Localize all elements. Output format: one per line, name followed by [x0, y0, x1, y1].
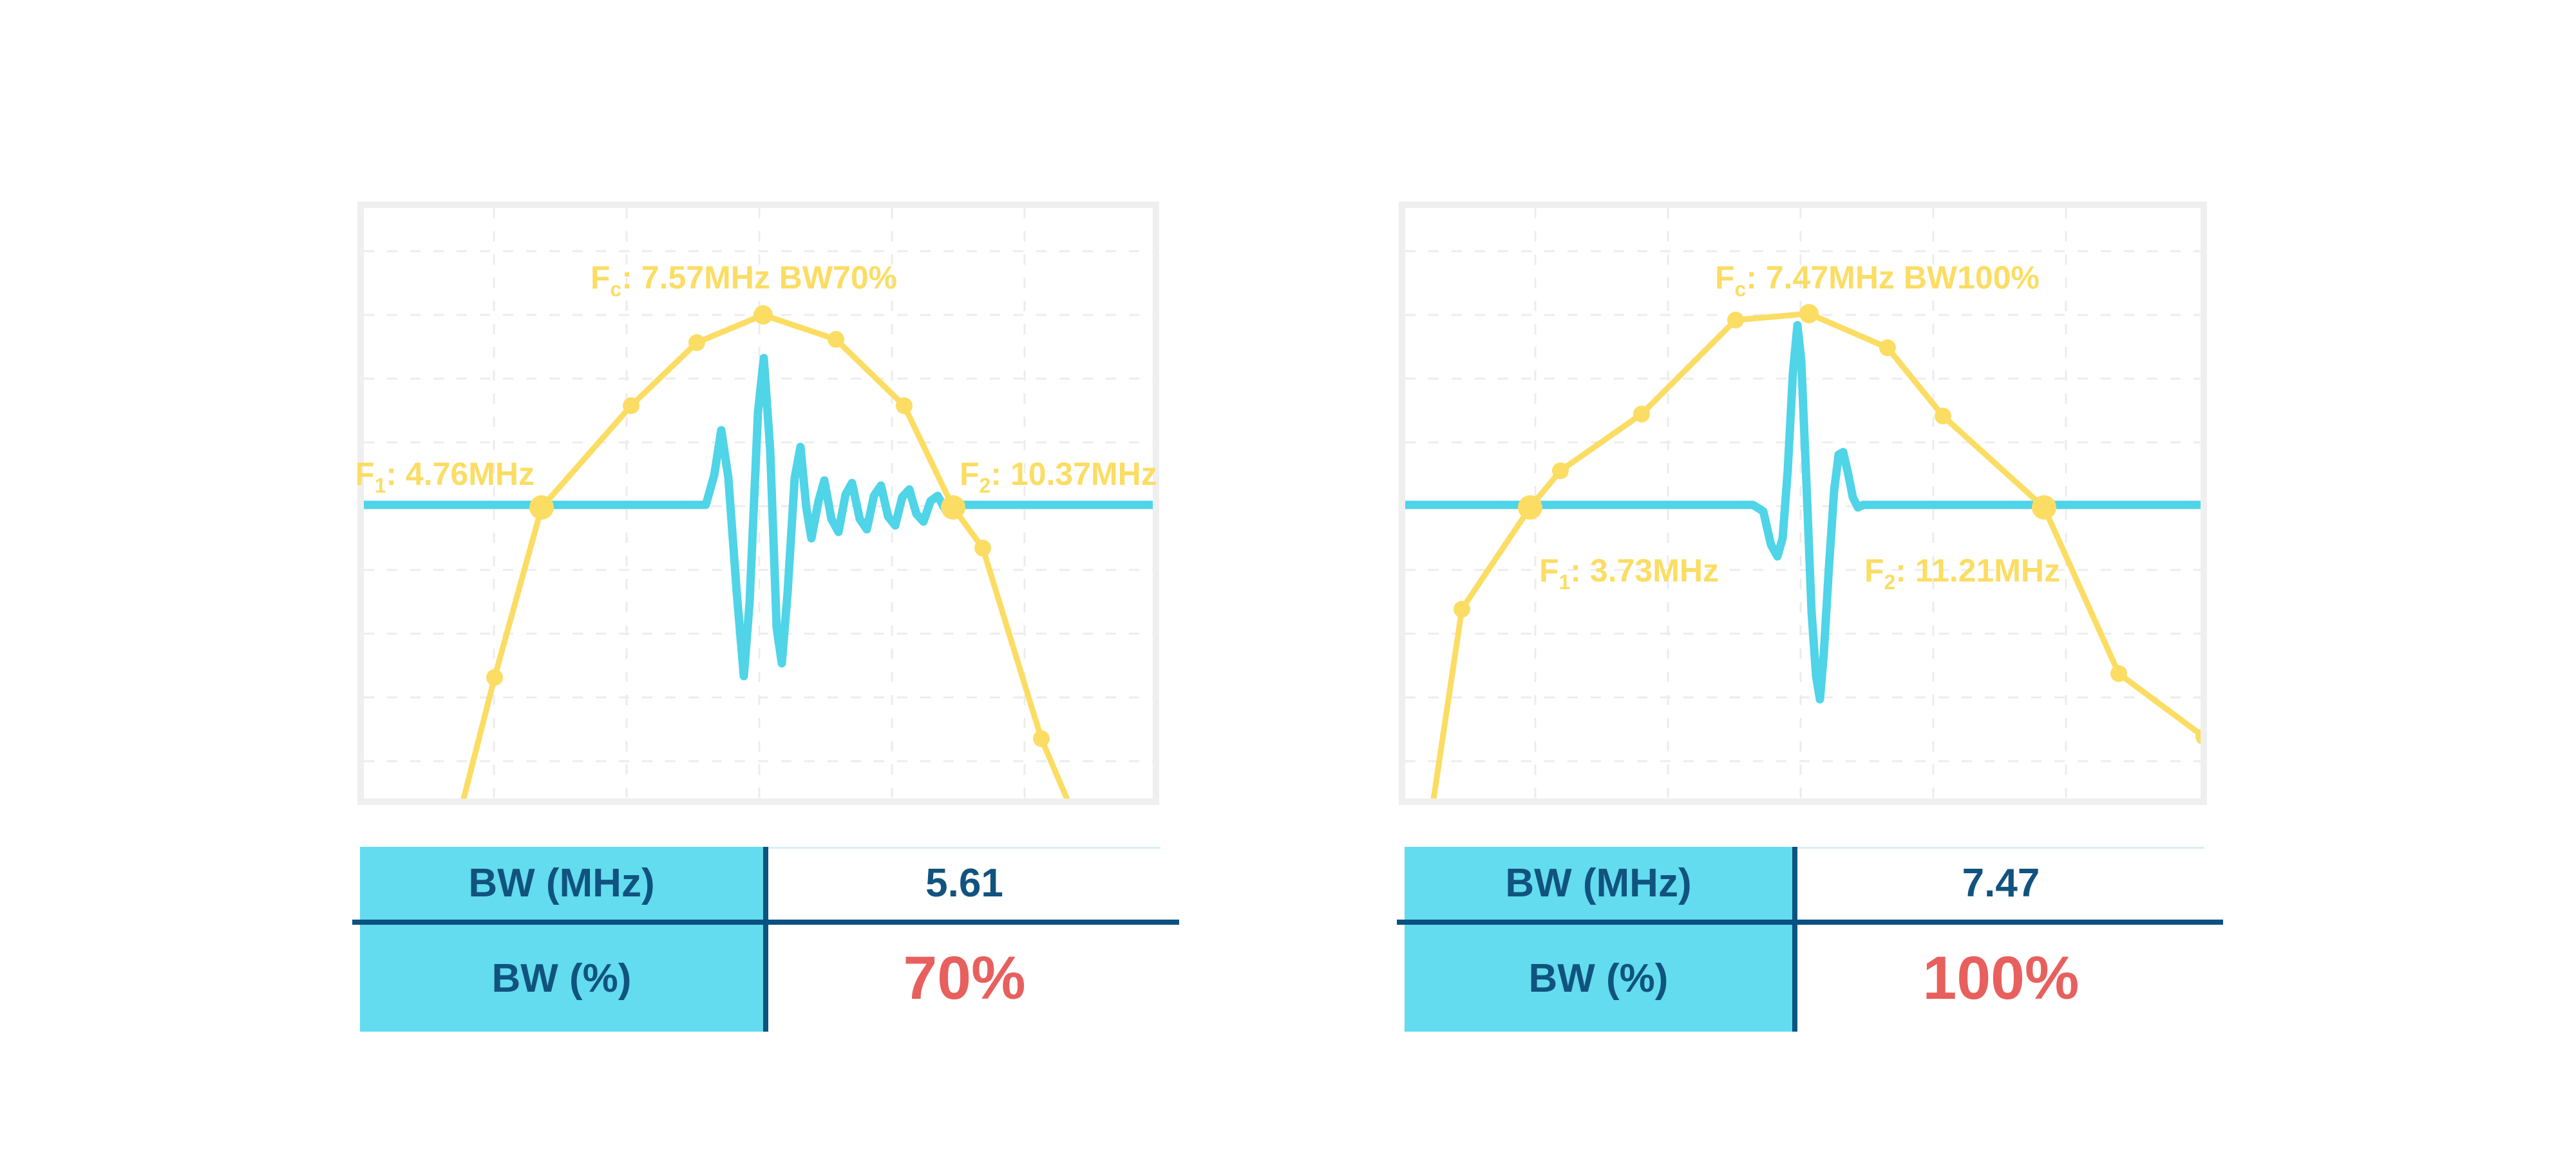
spectrum-chart: Fc: 7.47MHz BW100% F1: 3.73MHz F2: 11.21MH… [1399, 202, 2207, 805]
chart-svg: Fc: 7.57MHz BW70% F1: 4.76MHz F2: 10.37MHz [357, 202, 1159, 805]
data-point-marker [1727, 312, 1744, 328]
data-point-marker [1879, 339, 1896, 356]
bw-pct-value: 70% [903, 943, 1026, 1012]
bandwidth-edge-marker [941, 495, 965, 520]
f2-label: F2: 11.21MHz [1864, 553, 2060, 594]
table-header-column [360, 847, 763, 1032]
f2-label: F2: 10.37MHz [960, 456, 1157, 497]
f1-label: F1: 3.73MHz [1539, 553, 1719, 594]
plot-area [364, 208, 1153, 799]
bw-mhz-label: BW (MHz) [468, 861, 655, 905]
data-point-marker [1633, 406, 1650, 422]
bw-mhz-label: BW (MHz) [1505, 861, 1692, 905]
data-point-marker [2195, 729, 2201, 744]
bw-mhz-value: 7.47 [1962, 861, 2040, 905]
pulse-waveform [364, 354, 1153, 681]
f1-label: F1: 4.76MHz [357, 456, 535, 497]
data-point-marker [1935, 408, 1951, 424]
fc-label: Fc: 7.47MHz BW100% [1715, 260, 2040, 301]
table-row-divider-line [352, 920, 1179, 925]
bw-table: BW (MHz) 7.47 BW (%) 100% [1405, 847, 2204, 1032]
bw-pct-label: BW (%) [491, 956, 632, 1001]
data-point-marker [974, 540, 991, 556]
table-header-column [1405, 847, 1792, 1032]
table-top-border [768, 847, 1160, 849]
data-point-marker [828, 331, 844, 348]
pulse-waveform [1405, 321, 2201, 704]
fc-label: Fc: 7.57MHz BW70% [591, 260, 897, 301]
table-column-divider [1792, 847, 1797, 1032]
data-point-marker [688, 334, 705, 351]
data-point-markers [486, 305, 1050, 747]
bandwidth-edge-marker [529, 495, 554, 520]
data-point-marker [486, 669, 503, 686]
spectrum-curve [460, 312, 1070, 799]
data-point-markers [1454, 304, 2201, 744]
table-top-border [1797, 847, 2204, 849]
peak-marker [1799, 304, 1819, 323]
bandwidth-edge-marker [1518, 495, 1542, 520]
data-point-marker [1033, 730, 1050, 747]
data-point-marker [623, 397, 639, 414]
data-point-marker [1552, 462, 1569, 479]
spectrum-curve [1430, 310, 2201, 799]
bw-table: BW (MHz) 5.61 BW (%) 70% [360, 847, 1160, 1032]
bw-mhz-value: 5.61 [925, 861, 1003, 905]
data-point-marker [896, 397, 913, 414]
data-point-marker [2110, 665, 2127, 682]
data-point-marker [1454, 601, 1470, 618]
table-column-divider [763, 847, 768, 1032]
bw-pct-label: BW (%) [1528, 956, 1669, 1001]
bandwidth-edge-marker [2032, 495, 2056, 520]
spectrum-chart: Fc: 7.57MHz BW70% F1: 4.76MHz F2: 10.37MHz [357, 202, 1159, 805]
peak-marker [753, 305, 773, 325]
table-row-divider-line [1397, 920, 2223, 925]
plot-area [1405, 208, 2201, 799]
chart-svg: Fc: 7.47MHz BW100% F1: 3.73MHz F2: 11.21MH… [1399, 202, 2207, 805]
bw-pct-value: 100% [1922, 943, 2079, 1012]
